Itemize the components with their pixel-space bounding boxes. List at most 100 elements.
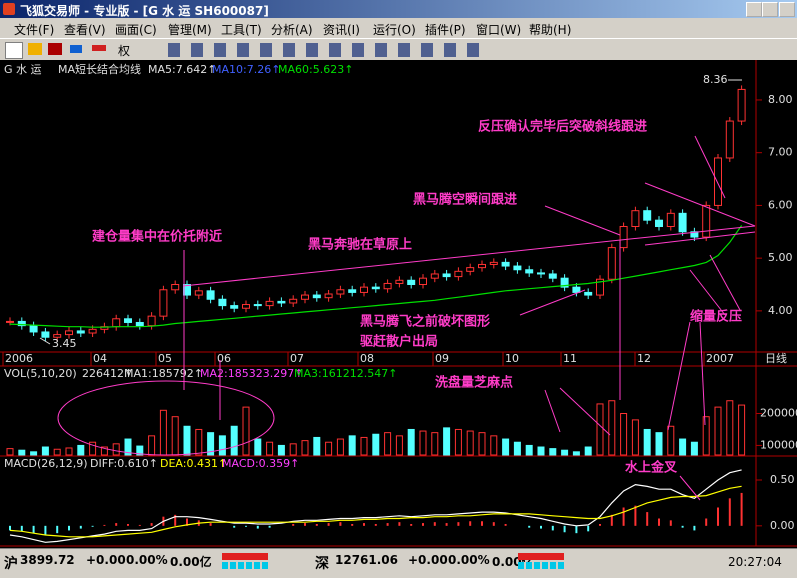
market-stat: 0.00% [126, 553, 168, 567]
date-label: 12 [637, 352, 651, 365]
candle [206, 290, 215, 300]
volume-bar [714, 406, 722, 456]
menu-item[interactable]: 资讯(I) [323, 23, 360, 37]
period-label: 日线 [765, 351, 787, 365]
market-stat: +0.00 [408, 553, 448, 567]
candle [572, 286, 581, 293]
tool-icon[interactable] [5, 42, 23, 59]
dea-line [9, 485, 742, 538]
candle [336, 289, 345, 295]
candle [690, 231, 699, 238]
candle [324, 293, 333, 299]
candle [171, 284, 180, 291]
candle [454, 270, 463, 278]
annotation: 洗盘量芝麻点 [435, 375, 513, 391]
volume-bar [513, 441, 521, 456]
volume-bar [53, 448, 61, 456]
market-name: 沪 [4, 556, 18, 572]
volume-bar [431, 432, 439, 456]
menu-item[interactable]: 查看(V) [64, 23, 106, 37]
menu-item[interactable]: 文件(F) [14, 23, 55, 37]
volume-bar [289, 443, 297, 456]
menu-item[interactable]: 分析(A) [271, 23, 313, 37]
volume-bar [667, 425, 675, 456]
ma-label: MA10:7.26↑ [212, 63, 280, 76]
volume-bar [631, 419, 639, 456]
menu-item[interactable]: 管理(M) [168, 23, 212, 37]
tool-icons[interactable] [165, 43, 485, 57]
close-button[interactable] [779, 2, 795, 17]
market-bar [518, 562, 564, 569]
market-name: 深 [315, 556, 329, 572]
candle [124, 318, 132, 323]
volume-bar [124, 438, 132, 456]
tool-icon[interactable] [92, 45, 106, 51]
candle [230, 305, 239, 309]
y-tick-label: 200000 [760, 407, 797, 420]
candle [289, 298, 298, 304]
volume-bar [148, 435, 156, 456]
candle [395, 279, 404, 284]
menu-item[interactable]: 工具(T) [221, 23, 262, 37]
y-tick-label: 5.00 [768, 251, 793, 264]
menu-item[interactable]: 帮助(H) [529, 23, 572, 37]
header-label: G 水 运 [4, 63, 42, 76]
candle [6, 320, 14, 323]
volume-bar [171, 416, 179, 456]
date-label: 04 [93, 352, 107, 365]
menu-bar: 文件(F) 查看(V) 画面(C) 管理(M) 工具(T) 分析(A) 资讯(I) 运行(O)… [0, 18, 797, 38]
annotation-lines [57, 135, 756, 501]
minimize-button[interactable] [746, 2, 762, 17]
candle [147, 315, 156, 327]
volume-bar [360, 436, 368, 456]
volume-bar [690, 441, 698, 456]
macd-label: DIFF:0.610↑ [90, 457, 158, 470]
date-label: 2006 [5, 352, 33, 365]
candle [242, 304, 250, 309]
candle [489, 261, 498, 265]
volume-bar [348, 435, 356, 456]
volume-bar [395, 435, 403, 456]
menu-item[interactable]: 插件(P) [425, 23, 466, 37]
annotation: 建仓量集中在价托附近 [92, 229, 222, 245]
annotation: 黑马奔驰在草原上 [308, 237, 412, 253]
menu-item[interactable]: 运行(O) [373, 23, 416, 37]
candle [714, 157, 722, 206]
app-icon [3, 3, 15, 15]
candle [277, 300, 286, 304]
candle [466, 267, 475, 272]
candle [265, 300, 274, 307]
y-tick-label: 100000 [760, 438, 797, 451]
rights-button[interactable]: 权 [118, 44, 131, 58]
tool-icon[interactable] [70, 45, 82, 53]
volume-bar [596, 403, 604, 456]
date-label: 11 [563, 352, 577, 365]
volume-bar [89, 441, 97, 456]
volume-label: MA2:185323.297↑ [200, 367, 303, 380]
volume-bar [584, 446, 592, 456]
volume-bar [572, 451, 580, 456]
volume-bar [561, 449, 569, 456]
volume-bar [230, 425, 238, 456]
volume-bar [537, 446, 545, 456]
candle [725, 120, 734, 159]
candle [383, 282, 392, 290]
header-label: MACD(26,12,9) [4, 457, 88, 470]
volume-bar [384, 432, 392, 456]
market-bar [518, 553, 564, 560]
tool-icon[interactable] [28, 43, 42, 55]
volume-bar [266, 441, 274, 456]
tool-icon[interactable] [48, 43, 62, 55]
ma-label: MA5:7.642↑ [148, 63, 216, 76]
volume-bar [6, 448, 14, 456]
candle [253, 304, 262, 307]
candle [430, 273, 439, 279]
y-tick-label: 7.00 [768, 146, 793, 159]
market-bar [222, 553, 268, 560]
candle [29, 325, 38, 333]
restore-button[interactable] [762, 2, 778, 17]
menu-item[interactable]: 窗口(W) [476, 23, 522, 37]
volume-bar [112, 443, 120, 456]
menu-item[interactable]: 画面(C) [115, 23, 157, 37]
